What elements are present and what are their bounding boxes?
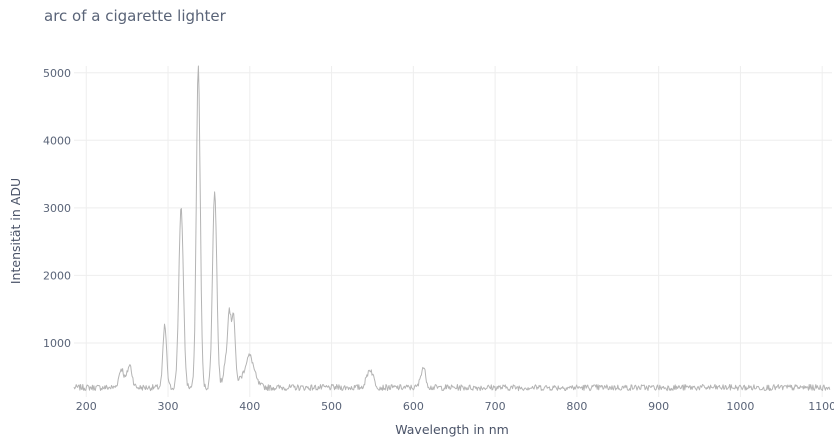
x-tick-label: 600 (403, 400, 424, 413)
x-axis-label: Wavelength in nm (395, 422, 509, 437)
x-tick-label: 200 (76, 400, 97, 413)
x-tick-label: 1000 (726, 400, 754, 413)
spectrum-line (73, 65, 831, 392)
y-tick-label: 1000 (43, 337, 71, 350)
x-axis-ticks: 200 300 400 500 600 700 800 900 1000 1100 (76, 400, 834, 413)
x-tick-label: 300 (158, 400, 179, 413)
y-axis-ticks: 1000 2000 3000 4000 5000 (43, 67, 71, 350)
x-tick-label: 900 (648, 400, 669, 413)
x-tick-label: 1100 (808, 400, 834, 413)
y-tick-label: 2000 (43, 269, 71, 282)
y-tick-label: 4000 (43, 134, 71, 147)
x-tick-label: 800 (566, 400, 587, 413)
x-tick-label: 500 (321, 400, 342, 413)
y-tick-label: 5000 (43, 67, 71, 80)
x-tick-label: 700 (485, 400, 506, 413)
grid (74, 66, 832, 397)
y-axis-label: Intensität in ADU (8, 178, 23, 284)
chart-title: arc of a cigarette lighter (44, 7, 227, 25)
series-layer (73, 65, 831, 392)
y-tick-label: 3000 (43, 202, 71, 215)
x-tick-label: 400 (239, 400, 260, 413)
